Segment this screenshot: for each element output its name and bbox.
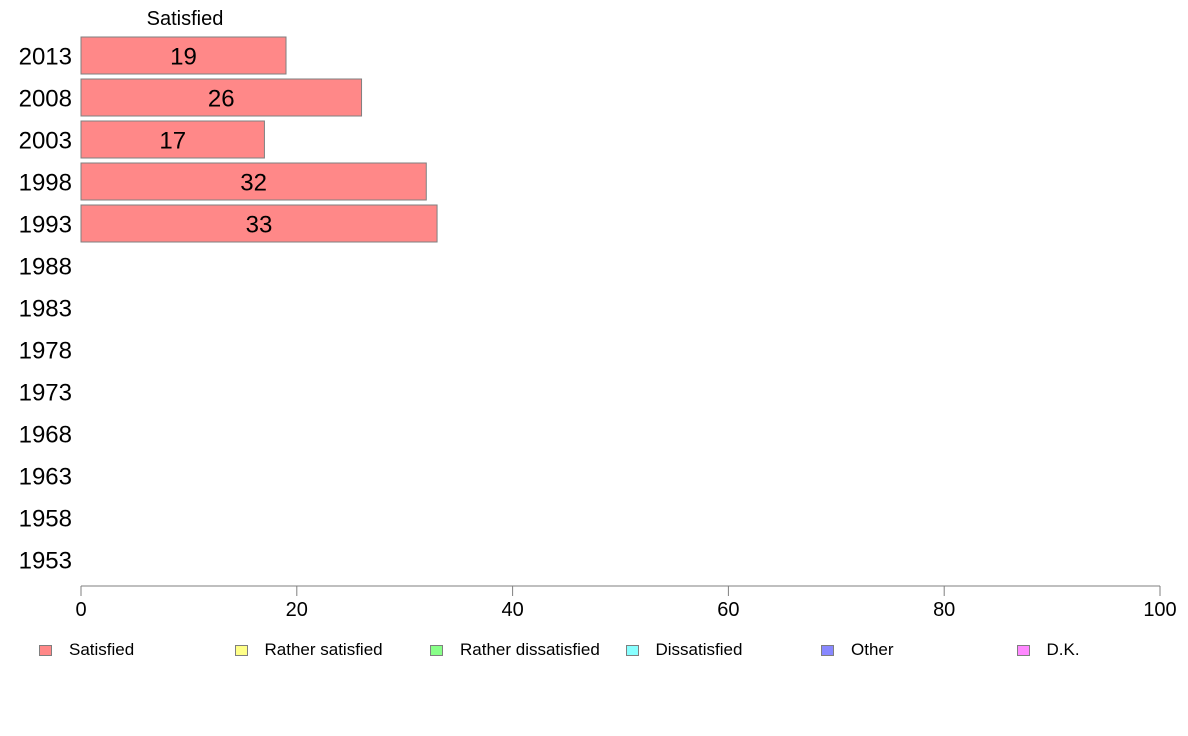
x-tick-label-80: 80: [933, 599, 955, 621]
y-tick-label-1953: 1953: [19, 548, 72, 575]
legend-label: D.K.: [1046, 640, 1080, 659]
bar-2008-satisfied: [80, 78, 363, 117]
series-header-label: Satisfied: [147, 8, 224, 30]
legend-item-d-k-: D.K.: [1016, 638, 1080, 662]
y-tick-label-1993: 1993: [19, 212, 72, 239]
x-tick-label-100: 100: [1143, 599, 1176, 621]
y-tick-label-1983: 1983: [19, 296, 72, 323]
legend-item-other: Other: [821, 638, 894, 662]
bar-value-label-2013: 19: [170, 44, 197, 71]
legend-swatch: [234, 644, 248, 656]
legend-swatch: [625, 644, 639, 656]
bar-value-label-1993: 33: [246, 212, 273, 239]
y-tick-label-2013: 2013: [19, 44, 72, 71]
legend-label: Rather dissatisfied: [460, 640, 600, 659]
bar-value-label-2008: 26: [208, 86, 235, 113]
x-tick-label-0: 0: [75, 599, 86, 621]
legend-item-satisfied: Satisfied: [39, 638, 134, 662]
legend-swatch: [39, 644, 52, 656]
x-tick-label-60: 60: [717, 599, 739, 621]
legend-label: Other: [851, 640, 894, 659]
y-tick-label-1978: 1978: [19, 338, 72, 365]
legend: Satisfied Rather satisfied Rather dissatis…: [0, 638, 1188, 664]
x-tick-label-40: 40: [501, 599, 523, 621]
bar-1993-satisfied: [80, 204, 438, 243]
legend-label: Dissatisfied: [655, 640, 743, 659]
bar-2013-satisfied: [80, 36, 287, 75]
x-tick-label-20: 20: [286, 599, 308, 621]
legend-swatch: [430, 644, 443, 656]
legend-swatch: [821, 644, 834, 656]
y-tick-label-1973: 1973: [19, 380, 72, 407]
legend-label: Rather satisfied: [264, 640, 383, 659]
y-tick-label-2008: 2008: [19, 86, 72, 113]
legend-item-rather-dissatisfied: Rather dissatisfied: [430, 638, 600, 662]
y-tick-label-1958: 1958: [19, 506, 72, 533]
y-tick-label-1968: 1968: [19, 422, 72, 449]
legend-swatch: [1016, 644, 1030, 656]
y-tick-label-2003: 2003: [19, 128, 72, 155]
bar-value-label-1998: 32: [240, 170, 267, 197]
y-tick-label-1988: 1988: [19, 254, 72, 281]
y-tick-label-1963: 1963: [19, 464, 72, 491]
legend-label: Satisfied: [69, 640, 135, 659]
x-axis: 0 20 40 60 80 100: [75, 585, 1177, 621]
y-axis-labels: 2013 2008 2003 1998 1993 1988 1983 1978 1973 1968…: [19, 44, 72, 575]
y-tick-label-1998: 1998: [19, 170, 72, 197]
bar-value-label-2003: 17: [159, 128, 186, 155]
legend-item-rather-satisfied: Rather satisfied: [234, 638, 383, 662]
bar-2003-satisfied: [80, 120, 265, 159]
bar-1998-satisfied: [80, 162, 427, 201]
bars-layer: 19 26 17 32 33: [80, 36, 438, 243]
legend-item-dissatisfied: Dissatisfied: [625, 638, 743, 662]
